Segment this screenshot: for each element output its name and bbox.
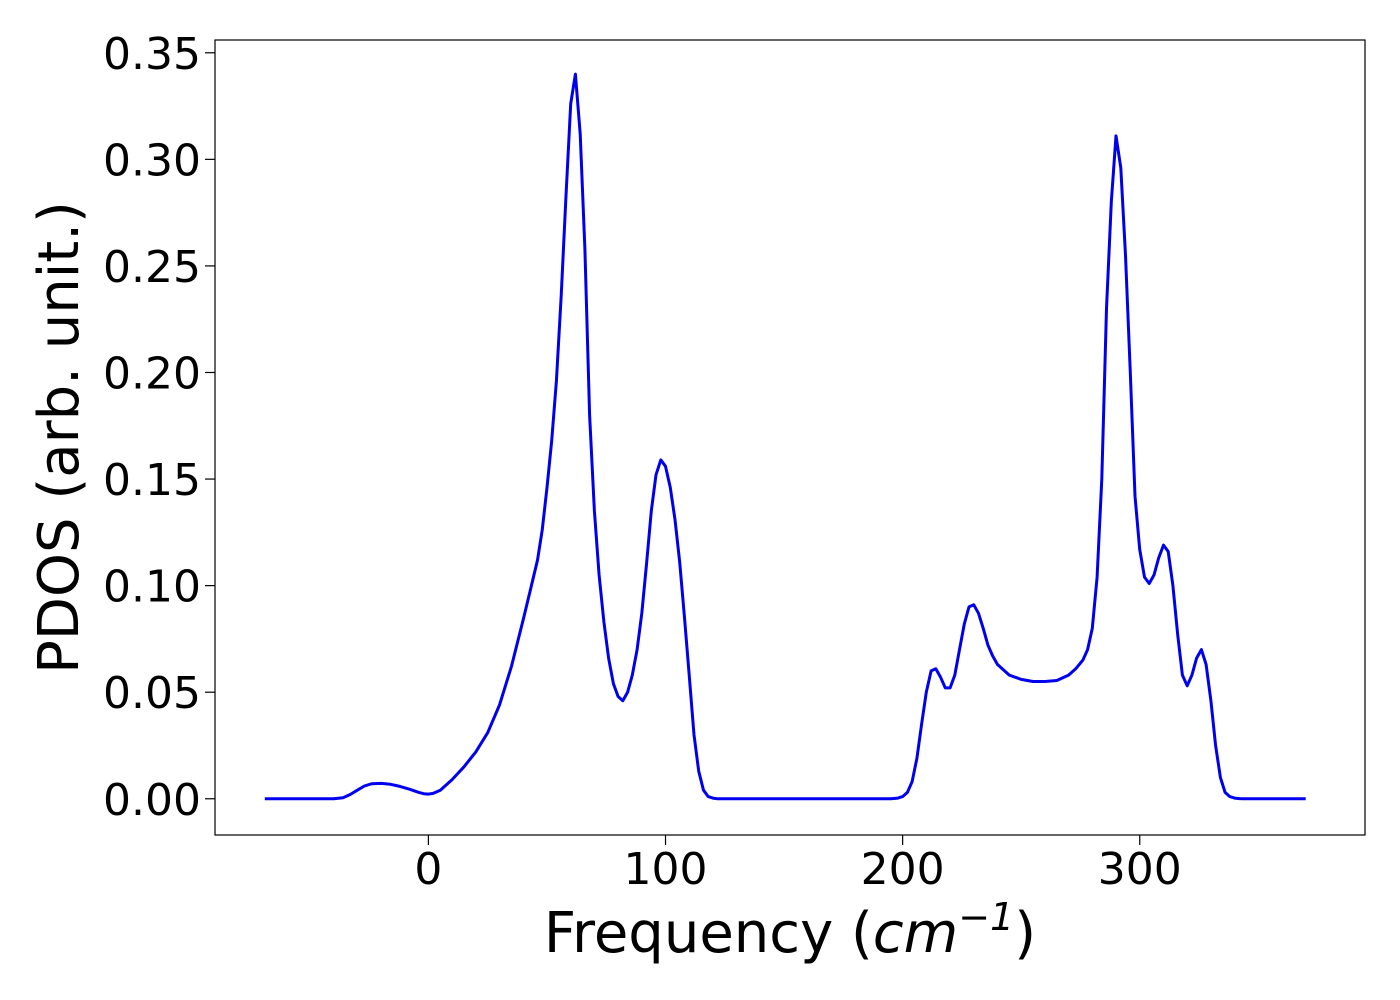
x-tick-label: 300 — [1098, 844, 1182, 895]
y-tick-label: 0.35 — [103, 29, 201, 80]
x-tick-label: 0 — [414, 844, 442, 895]
x-axis-title-unit: cm — [873, 901, 958, 966]
x-axis-title: Frequency (cm−1) — [544, 895, 1036, 966]
y-tick-label: 0.05 — [103, 668, 201, 719]
y-tick-label: 0.25 — [103, 242, 201, 293]
x-axis-title-suffix: ) — [1014, 901, 1036, 966]
x-axis-ticks: 0 100 200 300 — [414, 835, 1182, 895]
pdos-series-line-0 — [264, 72, 1306, 801]
y-tick-label: 0.00 — [103, 775, 201, 826]
x-axis-title-prefix: Frequency ( — [544, 901, 873, 966]
y-axis-title: PDOS (arb. unit.) — [27, 201, 92, 674]
y-tick-label: 0.15 — [103, 455, 201, 506]
y-tick-label: 0.30 — [103, 135, 201, 186]
x-tick-label: 200 — [861, 844, 945, 895]
y-axis-ticks: 0.00 0.05 0.10 0.15 0.20 0.25 0.30 0.35 — [103, 29, 215, 826]
y-tick-label: 0.20 — [103, 348, 201, 399]
x-tick-label: 100 — [624, 844, 708, 895]
series-layer — [264, 72, 1306, 801]
plot-area-frame — [214, 39, 1366, 836]
x-axis-title-exponent: −1 — [958, 895, 1014, 939]
y-tick-label: 0.10 — [103, 562, 201, 613]
